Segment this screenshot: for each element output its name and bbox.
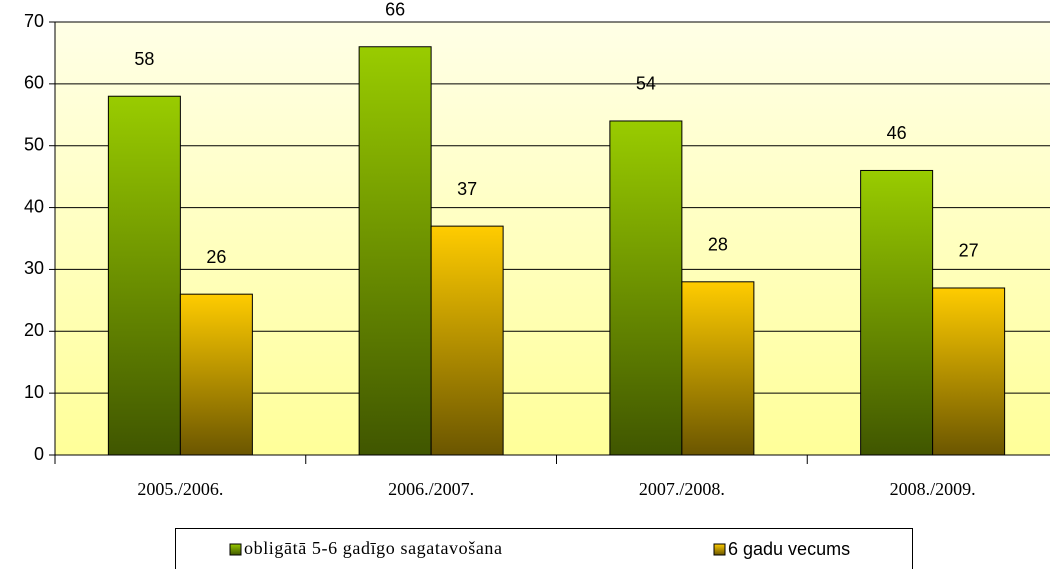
legend-swatch	[713, 543, 726, 556]
data-label: 54	[636, 74, 656, 94]
y-tick-label: 70	[24, 11, 44, 31]
legend-box	[175, 528, 913, 569]
data-label: 27	[959, 241, 979, 261]
data-label: 46	[887, 123, 907, 143]
y-tick-label: 40	[24, 196, 44, 216]
data-label: 26	[206, 247, 226, 267]
y-tick-label: 60	[24, 73, 44, 93]
legend-label: obligātā 5-6 gadīgo sagatavošana	[244, 538, 503, 558]
legend-swatch	[229, 543, 242, 556]
y-tick-label: 50	[24, 134, 44, 154]
y-tick-label: 20	[24, 320, 44, 340]
bar	[609, 120, 683, 456]
legend-label: 6 gadu vecums	[728, 539, 850, 559]
bar	[179, 293, 253, 456]
y-tick-label: 0	[34, 444, 44, 464]
x-tick-label: 2005./2006.	[137, 479, 223, 499]
bar	[681, 281, 755, 456]
bar	[430, 225, 504, 456]
bar	[860, 169, 934, 456]
bar	[358, 46, 432, 456]
x-tick-label: 2008./2009.	[890, 479, 976, 499]
x-tick-label: 2006./2007.	[388, 479, 474, 499]
data-label: 58	[134, 49, 154, 69]
bar	[932, 287, 1006, 456]
data-label: 28	[708, 235, 728, 255]
y-tick-label: 10	[24, 382, 44, 402]
bar	[107, 95, 181, 456]
x-tick-label: 2007./2008.	[639, 479, 725, 499]
y-tick-label: 30	[24, 258, 44, 278]
data-label: 37	[457, 179, 477, 199]
data-label: 66	[385, 0, 405, 19]
